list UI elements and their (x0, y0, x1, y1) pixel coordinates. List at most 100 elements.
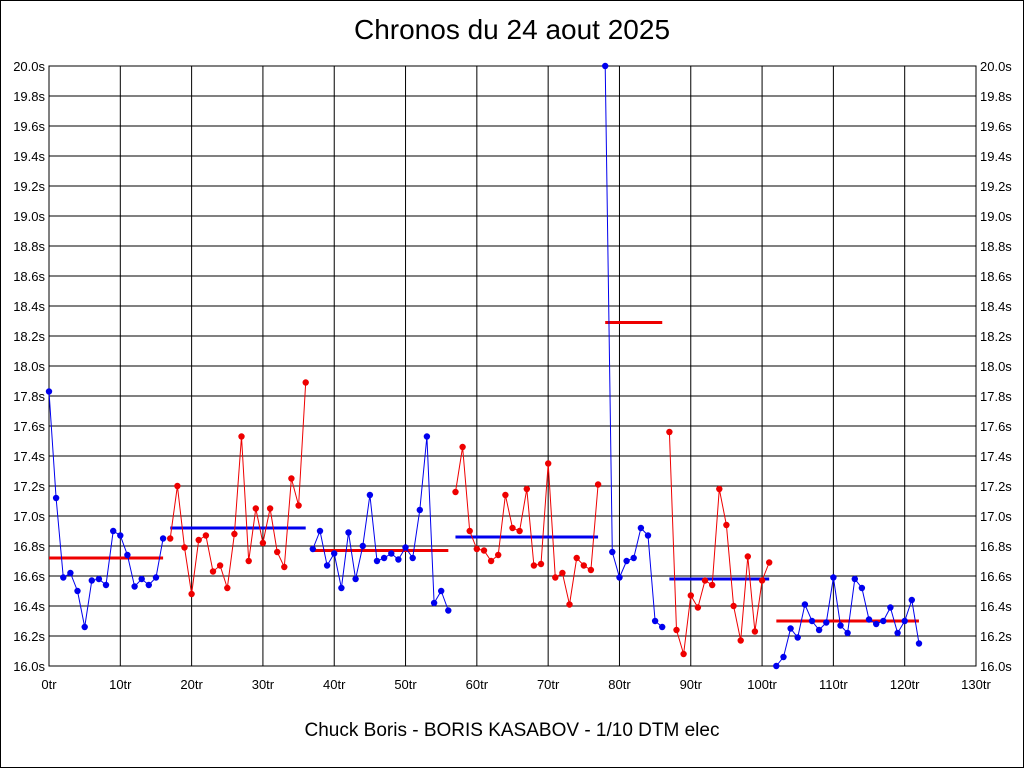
y-tick-label-left: 16.8s (13, 539, 45, 554)
y-tick-label-right: 19.2s (980, 179, 1012, 194)
lap-point-red (516, 527, 523, 535)
y-tick-label-right: 18.0s (980, 359, 1012, 374)
x-tick-label: 70tr (537, 677, 560, 692)
lap-point-blue (801, 601, 809, 608)
lap-point-red (666, 428, 673, 436)
lap-point-red (559, 569, 566, 577)
lap-point-blue (445, 607, 452, 614)
lap-point-blue (402, 544, 409, 551)
y-tick-label-left: 19.4s (13, 149, 45, 164)
lap-point-blue (780, 653, 787, 661)
lap-point-blue (430, 599, 438, 607)
lap-point-red (216, 562, 224, 569)
lap-point-blue (102, 581, 110, 589)
lap-point-red (573, 554, 580, 562)
lap-point-blue (138, 575, 145, 583)
y-tick-label-left: 17.6s (13, 419, 45, 434)
x-tick-label: 10tr (109, 677, 132, 692)
lap-point-red (673, 626, 680, 634)
lap-point-blue (81, 623, 88, 631)
lap-point-blue (380, 554, 388, 562)
lap-point-red (552, 574, 559, 581)
y-tick-label-right: 18.8s (980, 239, 1012, 254)
lap-point-red (188, 590, 195, 598)
lap-point-red (209, 568, 217, 575)
x-tick-label: 110tr (819, 677, 848, 692)
y-tick-label-right: 17.2s (980, 479, 1012, 494)
lap-point-blue (373, 557, 381, 565)
chart-subtitle: Chuck Boris - BORIS KASABOV - 1/10 DTM e… (304, 720, 720, 741)
lap-point-blue (844, 629, 851, 637)
lap-point-blue (88, 577, 96, 584)
lap-point-blue (787, 625, 794, 632)
lap-point-blue (117, 532, 124, 539)
grid (48, 65, 977, 667)
lap-point-blue (409, 554, 416, 562)
lap-point-blue (865, 616, 873, 623)
y-tick-label-right: 17.8s (980, 389, 1012, 404)
lap-point-blue (423, 433, 431, 440)
x-tick-label: 30tr (252, 677, 275, 692)
lap-point-blue (95, 575, 103, 583)
lap-point-red (202, 532, 210, 539)
y-tick-label-left: 18.8s (13, 239, 45, 254)
lap-point-blue (323, 562, 331, 569)
lap-point-blue (773, 662, 780, 670)
lap-point-blue (609, 548, 616, 556)
lap-point-blue (830, 574, 837, 581)
lap-point-blue (808, 617, 816, 625)
lap-point-blue (630, 554, 637, 562)
y-tick-label-left: 17.2s (13, 479, 45, 494)
lap-point-red (680, 650, 687, 658)
y-tick-label-right: 17.0s (980, 509, 1012, 524)
lap-point-blue (110, 527, 117, 535)
lap-point-red (509, 524, 516, 532)
lap-point-red (224, 584, 231, 592)
x-tick-label: 100tr (747, 677, 777, 692)
lap-point-red (473, 545, 480, 553)
lap-point-blue (637, 524, 645, 532)
lap-point-red (195, 536, 202, 544)
y-tick-label-right: 18.2s (980, 329, 1012, 344)
lap-point-blue (602, 62, 609, 70)
lap-point-blue (359, 542, 366, 550)
series-line-blue (48, 391, 164, 628)
x-tick-label: 60tr (466, 677, 489, 692)
x-tick-label: 120tr (890, 677, 920, 692)
series-line-red (169, 382, 307, 595)
lap-point-red (274, 548, 281, 556)
y-tick-label-left: 18.4s (13, 299, 45, 314)
lap-point-blue (823, 619, 830, 626)
lap-series (45, 62, 923, 670)
lap-point-blue (659, 623, 666, 631)
y-tick-label-left: 19.8s (13, 89, 45, 104)
y-tick-label-right: 19.4s (980, 149, 1012, 164)
lap-point-blue (873, 620, 880, 628)
lap-point-blue (794, 634, 801, 641)
lap-point-blue (60, 574, 67, 581)
x-tick-label: 20tr (180, 677, 203, 692)
y-tick-label-left: 19.6s (13, 119, 45, 134)
axis-ticks: 16.0s 16.0s 16.2s 16.2s 16.4s 16.4s 16.6s 16.6s… (13, 59, 1012, 692)
y-tick-label-left: 18.6s (13, 269, 45, 284)
lap-point-red (259, 539, 267, 547)
lap-point-blue (416, 506, 423, 514)
lap-point-red (766, 559, 773, 566)
lap-point-red (495, 551, 502, 559)
y-tick-label-right: 16.0s (980, 659, 1012, 674)
lap-point-blue (851, 575, 858, 583)
lap-point-blue (124, 551, 131, 559)
lap-point-blue (623, 557, 630, 565)
series-line-blue (604, 65, 663, 628)
y-tick-label-right: 20.0s (980, 59, 1012, 74)
lap-point-red (594, 481, 602, 488)
lap-point-blue (366, 491, 374, 499)
y-tick-label-left: 16.6s (13, 569, 45, 584)
lap-point-red (502, 491, 509, 499)
lap-point-red (288, 475, 295, 482)
y-tick-label-left: 16.4s (13, 599, 45, 614)
y-tick-label-right: 16.2s (980, 629, 1012, 644)
lap-point-blue (74, 587, 81, 595)
lap-point-red (709, 581, 716, 589)
y-tick-label-right: 17.6s (980, 419, 1012, 434)
